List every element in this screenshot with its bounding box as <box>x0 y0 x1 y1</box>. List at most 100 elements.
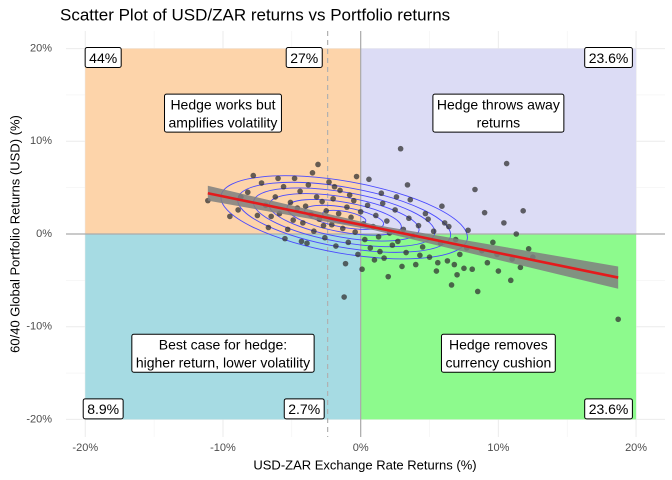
share-label-text: 27% <box>290 50 318 66</box>
point <box>446 223 452 230</box>
point <box>451 261 458 268</box>
point <box>345 239 352 246</box>
point <box>385 273 392 280</box>
point <box>422 210 429 217</box>
annotation-text: Best case for hedge: higher return, lower… <box>136 336 310 370</box>
x-axis-title: USD-ZAR Exchange Rate Returns (%) <box>253 457 476 472</box>
annotation-box <box>131 333 315 373</box>
share-label-text: 2.7% <box>288 401 320 417</box>
point <box>444 258 451 264</box>
point <box>517 264 524 271</box>
point <box>513 231 520 237</box>
quadrant <box>360 48 637 234</box>
point <box>282 235 288 242</box>
point <box>326 179 332 185</box>
share-label-text: 23.6% <box>589 50 629 66</box>
y-tick-label: 0% <box>36 228 52 240</box>
point <box>323 208 330 214</box>
share-label-box <box>283 398 325 420</box>
share-label: 23.6% <box>584 398 633 420</box>
share-label: 2.7% <box>283 398 325 420</box>
point <box>359 266 365 273</box>
point <box>265 224 272 231</box>
point <box>304 240 310 247</box>
point <box>441 220 448 226</box>
y-tick-label: -20% <box>26 413 52 425</box>
confidence-band <box>207 185 619 289</box>
share-label: 23.6% <box>584 47 633 69</box>
point <box>344 204 350 210</box>
point <box>315 161 321 168</box>
quadrant <box>360 234 637 420</box>
x-tick-label: 0% <box>353 442 369 454</box>
share-label-line: 23.6% <box>589 50 629 66</box>
annotation-box <box>164 93 282 133</box>
point <box>439 203 445 209</box>
point <box>520 208 526 214</box>
annotation: Hedge removes currency cushion <box>440 333 556 373</box>
point <box>258 180 265 186</box>
point <box>227 213 233 220</box>
point <box>313 194 320 200</box>
point <box>287 199 294 206</box>
point <box>425 216 431 222</box>
point <box>366 176 372 183</box>
point <box>434 259 441 266</box>
point <box>457 251 463 258</box>
point <box>507 277 514 284</box>
point <box>254 212 261 219</box>
point <box>472 186 478 193</box>
point <box>404 182 411 188</box>
point <box>469 266 476 273</box>
point <box>481 209 488 216</box>
point <box>272 194 279 200</box>
y-tick-label: 10% <box>30 135 52 147</box>
share-label: 8.9% <box>82 398 124 420</box>
y-axis-title: 60/40 Global Portfolio Returns (USD) (%) <box>7 115 22 353</box>
point <box>339 225 346 232</box>
share-label: 44% <box>84 47 122 69</box>
y-tick-label: 20% <box>30 43 52 55</box>
point <box>342 260 349 267</box>
point <box>305 182 312 188</box>
point <box>397 145 404 152</box>
point <box>297 188 303 195</box>
share-label: 27% <box>285 47 323 69</box>
annotation: Best case for hedge: higher return, lower… <box>131 333 315 373</box>
share-label-line: 27% <box>290 50 318 66</box>
share-label-line: 2.7% <box>288 401 320 417</box>
point <box>375 233 382 240</box>
point <box>474 288 481 295</box>
point <box>399 263 405 270</box>
annotation-line: returns <box>477 114 521 130</box>
x-tick-label: 10% <box>487 442 509 454</box>
point <box>291 175 298 182</box>
annotation: Hedge works but amplifies volatility <box>164 93 282 133</box>
annotation-line: Hedge works but <box>170 96 275 112</box>
point <box>495 268 502 274</box>
point <box>320 222 327 229</box>
point <box>465 227 471 234</box>
point <box>367 245 374 251</box>
point <box>389 242 396 248</box>
point <box>250 172 257 179</box>
point <box>448 282 455 288</box>
point <box>348 214 354 221</box>
point <box>319 198 325 205</box>
point <box>503 160 510 167</box>
point <box>330 195 336 202</box>
point <box>484 259 491 266</box>
point <box>379 200 386 207</box>
share-label-box <box>584 398 633 420</box>
share-label-line: 8.9% <box>87 401 119 417</box>
point <box>362 236 368 243</box>
y-tick-label: -10% <box>26 321 52 333</box>
point <box>244 189 251 196</box>
point <box>341 294 347 300</box>
chart-title: Scatter Plot of USD/ZAR returns vs Portf… <box>60 5 450 24</box>
point <box>235 207 241 213</box>
point <box>393 194 400 200</box>
share-label-text: 44% <box>89 50 117 66</box>
share-label-box <box>584 47 633 69</box>
point <box>331 183 338 190</box>
